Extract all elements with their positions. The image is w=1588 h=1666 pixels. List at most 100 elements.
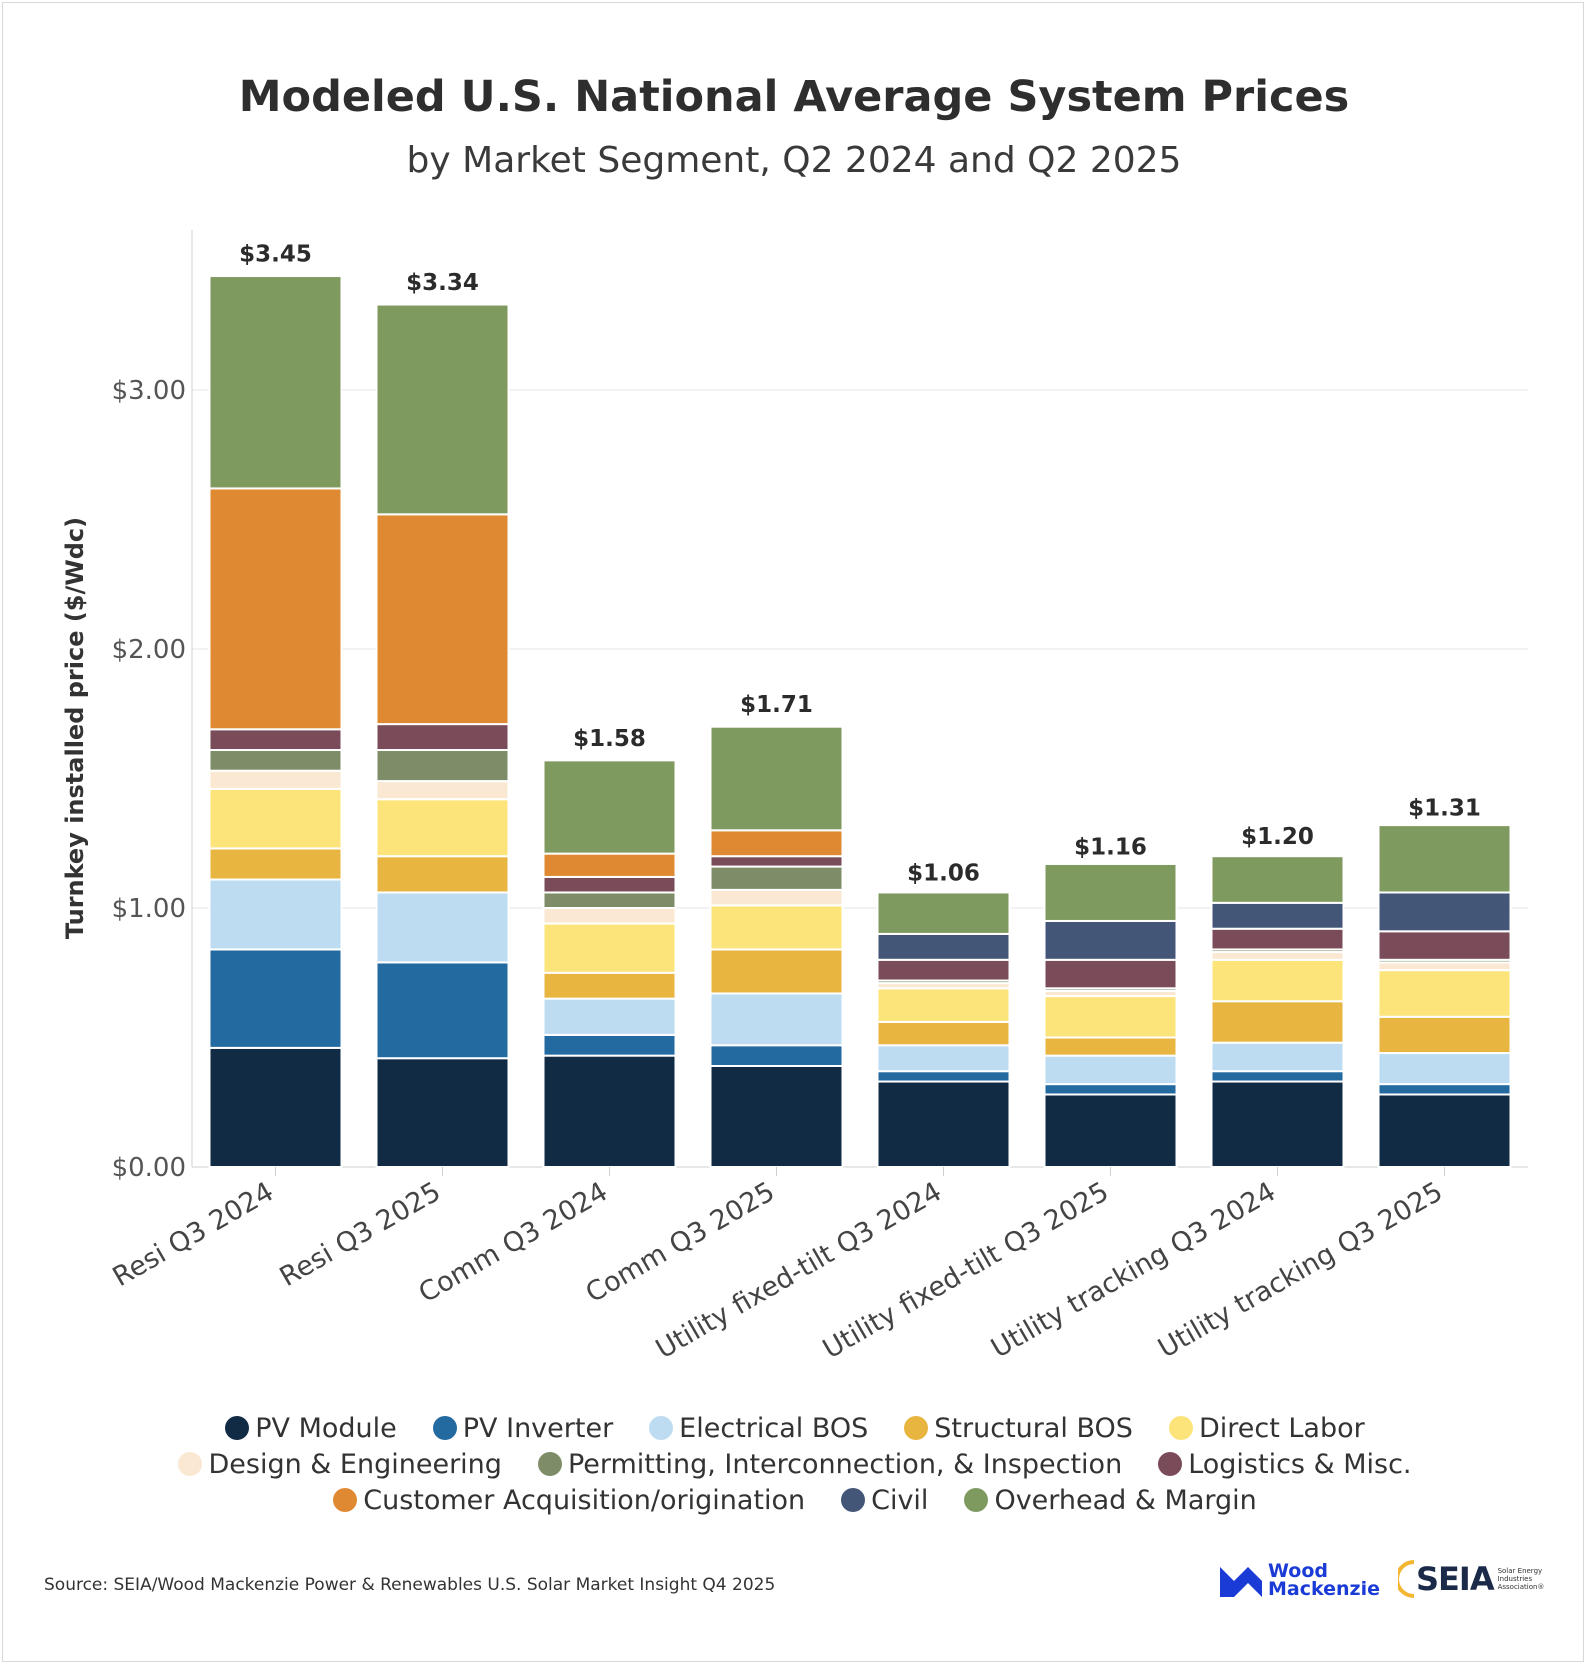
legend-item: PV Module: [225, 1413, 397, 1444]
bar-segment: [208, 847, 343, 881]
bar-segment: [1043, 1093, 1178, 1168]
total-label: $1.31: [1408, 796, 1481, 822]
bar-segment: [375, 780, 510, 801]
chart-subtitle: by Market Segment, Q2 2024 and Q2 2025: [406, 140, 1182, 181]
bar-segment: [208, 878, 343, 951]
bar-segment: [1210, 1070, 1345, 1083]
bar-segment: [208, 769, 343, 790]
x-tick-label: Utility tracking Q3 2024: [986, 1176, 1281, 1364]
bar-segment: [1043, 1036, 1178, 1057]
legend-label: Design & Engineering: [208, 1448, 502, 1480]
bar-segment: [1043, 1054, 1178, 1086]
bar-segment: [1210, 927, 1345, 951]
y-tick-label: $0.00: [112, 1153, 186, 1183]
bar-segment: [375, 749, 510, 783]
legend-swatch: [841, 1488, 866, 1512]
bar-segment: [208, 787, 343, 850]
bar-segment: [375, 855, 510, 894]
bar-segment: [1043, 958, 1178, 990]
bar-segment: [709, 992, 844, 1047]
bar-segment: [542, 759, 677, 855]
bar-segment: [208, 948, 343, 1049]
bar-segment: [375, 891, 510, 964]
x-tick-label: Utility fixed-tilt Q3 2025: [818, 1176, 1114, 1365]
logo-wood-line2: Mackenzie: [1268, 1578, 1380, 1600]
legend: PV Module PV Inverter Electrical BOS Struct…: [80, 1410, 1510, 1518]
legend-row: Design & Engineering Permitting, Intercon…: [80, 1446, 1510, 1482]
legend-swatch: [333, 1488, 358, 1512]
total-label: $3.45: [239, 241, 312, 267]
bar-segment: [876, 1070, 1011, 1083]
bar-segment: [542, 922, 677, 974]
bar-segment: [1210, 951, 1345, 961]
legend-label: Customer Acquisition/origination: [363, 1484, 806, 1516]
bar-segment: [542, 1054, 677, 1169]
y-tick-label: $3.00: [112, 376, 186, 406]
legend-swatch: [964, 1488, 989, 1512]
bar-segment: [876, 1080, 1011, 1169]
axes: $0.00 $1.00 $2.00 $3.00: [112, 230, 1445, 1183]
bar-segment: [375, 1057, 510, 1168]
bar-segment: [709, 948, 844, 995]
logo-wood-line1: Wood: [1268, 1560, 1328, 1582]
bar-segment: [375, 961, 510, 1060]
bar-segment: [709, 1064, 844, 1168]
bar-segment: [876, 958, 1011, 982]
bar-segment: [375, 798, 510, 858]
legend-label: Logistics & Misc.: [1188, 1448, 1412, 1480]
total-label: $1.06: [907, 860, 980, 886]
bar-segment: [709, 904, 844, 951]
logo-seia-sub2: Industries: [1497, 1575, 1533, 1583]
stacked-bar-chart: $0.00 $1.00 $2.00 $3.00 $3.45 Resi Q3 2024 $3…: [61, 230, 1528, 1365]
bar-segment: [542, 1033, 677, 1057]
legend-swatch: [178, 1452, 203, 1476]
bar-segment: [876, 987, 1011, 1023]
bar-segment: [1210, 1080, 1345, 1169]
y-tick-label: $1.00: [112, 894, 186, 924]
legend-row: Customer Acquisition/origination Civil Ove…: [80, 1482, 1510, 1518]
x-tick-label: Resi Q3 2025: [275, 1176, 446, 1293]
bar-segment: [1377, 891, 1512, 933]
legend-label: Permitting, Interconnection, & Inspectio…: [567, 1448, 1123, 1480]
bar-segment: [208, 275, 343, 490]
bar-segment: [1377, 969, 1512, 1018]
legend-item: Logistics & Misc.: [1158, 1448, 1412, 1480]
bar-segment: [876, 1044, 1011, 1073]
x-tick-label: Utility tracking Q3 2025: [1153, 1176, 1448, 1364]
bar-segment: [1377, 1083, 1512, 1096]
bar-segment: [208, 728, 343, 752]
x-tick-label: Resi Q3 2024: [108, 1176, 279, 1293]
bar-segment: [1377, 930, 1512, 961]
legend-label: Direct Labor: [1198, 1412, 1365, 1444]
bar-segment: [709, 1044, 844, 1067]
bar-segment: [1377, 1052, 1512, 1086]
bar-segment: [542, 852, 677, 878]
bar-segment: [542, 875, 677, 894]
legend-swatch: [904, 1416, 929, 1440]
bar-segment: [208, 749, 343, 772]
bar-segment: [709, 829, 844, 858]
legend-swatch: [225, 1416, 250, 1440]
y-axis-title: Turnkey installed price ($/Wdc): [61, 517, 89, 939]
legend-item: Design & Engineering: [178, 1448, 502, 1480]
wood-mackenzie-mark-icon: [1220, 1567, 1262, 1597]
legend-item: Permitting, Interconnection, & Inspectio…: [537, 1448, 1123, 1480]
legend-item: Direct Labor: [1168, 1412, 1365, 1444]
legend-swatch: [432, 1416, 457, 1440]
legend-swatch: [1168, 1416, 1193, 1440]
x-tick-label: Utility fixed-tilt Q3 2024: [651, 1176, 947, 1365]
bar-segment: [1377, 1015, 1512, 1055]
total-label: $1.16: [1074, 835, 1147, 861]
legend-row: PV Module PV Inverter Electrical BOS Struct…: [80, 1410, 1510, 1446]
legend-item: Civil: [841, 1485, 928, 1516]
chart-title: Modeled U.S. National Average System Pri…: [238, 72, 1350, 122]
legend-label: Structural BOS: [934, 1412, 1133, 1444]
bar-segment: [876, 1020, 1011, 1047]
legend-label: Electrical BOS: [679, 1412, 869, 1444]
legend-label: PV Module: [255, 1412, 397, 1444]
bar-segment: [375, 513, 510, 726]
bar-segment: [375, 303, 510, 516]
seia-sun-arc-icon: [1398, 1560, 1415, 1598]
bar-segment: [208, 1046, 343, 1168]
